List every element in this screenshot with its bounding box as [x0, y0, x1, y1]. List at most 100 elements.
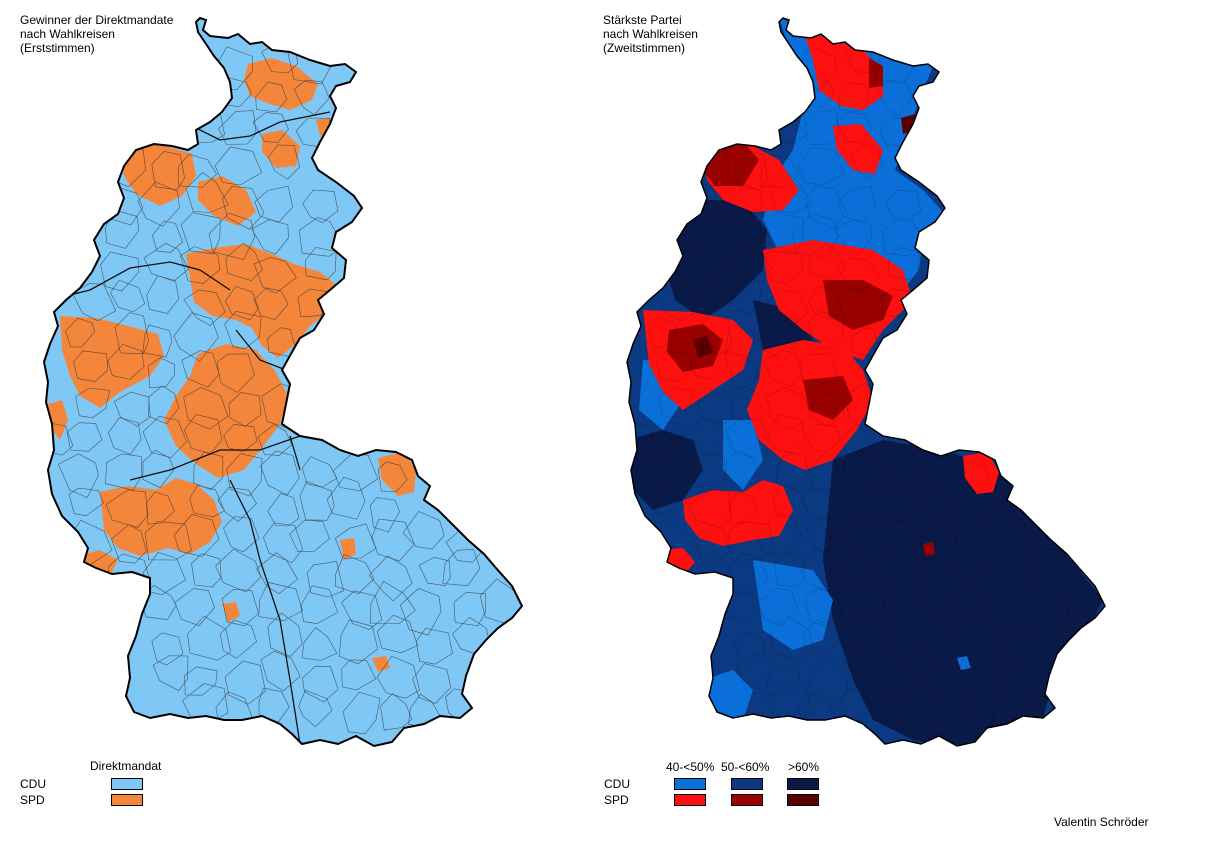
constituency-border	[656, 350, 691, 382]
left-map-spd-region	[372, 656, 390, 672]
constituency-border	[267, 493, 300, 527]
constituency-border	[799, 353, 838, 393]
right-map-region	[833, 124, 883, 174]
constituency-border	[727, 521, 775, 561]
constituency-border	[983, 588, 1025, 636]
constituency-border	[1025, 549, 1064, 586]
right-map-region	[683, 480, 793, 546]
constituency-border	[260, 450, 300, 496]
constituency-border	[697, 391, 734, 427]
constituency-border	[267, 612, 303, 657]
left-map-spd-region	[186, 244, 338, 358]
constituency-border	[253, 287, 289, 321]
constituency-border	[954, 518, 998, 562]
left-legend-cdu-label: CDU	[20, 777, 46, 791]
constituency-border	[105, 209, 140, 249]
constituency-border	[960, 614, 1001, 654]
right-map-region	[773, 180, 929, 250]
right-legend-spd-60-swatch	[787, 794, 819, 806]
right-legend-spd-label: SPD	[604, 793, 629, 807]
constituency-border	[105, 489, 149, 528]
constituency-border	[73, 350, 108, 382]
constituency-border	[183, 289, 226, 326]
constituency-border	[442, 548, 481, 587]
constituency-border	[768, 172, 812, 213]
constituency-border	[326, 476, 366, 520]
constituency-border	[189, 484, 225, 518]
right-legend-cdu-label: CDU	[604, 777, 630, 791]
constituency-border	[302, 189, 339, 224]
constituency-border	[725, 449, 758, 488]
constituency-border	[418, 557, 451, 587]
constituency-border	[142, 552, 186, 596]
constituency-border	[797, 146, 845, 186]
constituency-border	[180, 212, 221, 255]
constituency-border	[208, 212, 256, 260]
constituency-border	[688, 453, 726, 491]
constituency-border	[882, 217, 927, 257]
left-legend-header: Direktmandat	[90, 759, 162, 773]
constituency-border	[183, 387, 229, 430]
state-border	[129, 435, 301, 481]
constituency-border	[110, 279, 146, 313]
constituency-border	[180, 246, 221, 284]
constituency-border	[837, 185, 876, 223]
constituency-border	[224, 660, 266, 705]
constituency-border	[725, 324, 756, 358]
constituency-border	[839, 552, 881, 594]
constituency-border	[299, 481, 335, 521]
constituency-border	[884, 627, 921, 661]
constituency-border	[148, 357, 175, 388]
right-map-region	[753, 560, 833, 650]
constituency-border	[688, 489, 732, 528]
constituency-border	[729, 275, 763, 314]
constituency-border	[453, 592, 486, 627]
state-border	[289, 435, 301, 471]
constituency-border	[918, 523, 960, 559]
right-map-region	[823, 280, 893, 330]
right-map-title: Stärkste Partei nach Wahlkreisen (Zweits…	[603, 13, 698, 55]
state-border	[49, 261, 231, 301]
constituency-border	[729, 491, 758, 525]
left-map-title-line-1: Gewinner der Direktmandate	[20, 13, 174, 27]
constituency-border	[688, 209, 723, 249]
constituency-border	[651, 487, 687, 516]
constituency-border	[804, 589, 842, 627]
left-legend-cdu-swatch	[111, 778, 143, 790]
constituency-border	[258, 582, 303, 621]
right-map-region	[803, 376, 853, 420]
constituency-border	[187, 615, 232, 661]
constituency-border	[191, 553, 222, 588]
right-map-region	[923, 542, 935, 556]
constituency-border	[963, 693, 996, 731]
constituency-border	[720, 181, 763, 227]
constituency-border	[218, 110, 257, 145]
constituency-border	[371, 518, 415, 562]
constituency-border	[256, 552, 298, 594]
constituency-border	[697, 312, 732, 355]
constituency-border	[735, 220, 766, 253]
constituency-border	[68, 487, 104, 517]
constituency-border	[289, 519, 330, 552]
left-map-spd-region	[100, 478, 222, 556]
constituency-border	[224, 310, 262, 350]
constituency-border	[174, 588, 215, 626]
constituency-border	[882, 481, 918, 521]
constituency-border	[757, 514, 803, 557]
constituency-border	[735, 655, 772, 691]
constituency-border	[1001, 557, 1034, 586]
constituency-border	[142, 415, 187, 458]
constituency-border	[953, 497, 983, 533]
constituency-border	[801, 110, 840, 145]
constituency-border	[851, 144, 883, 180]
left-map-spd-region	[222, 602, 240, 622]
constituency-border	[924, 590, 966, 630]
constituency-border	[726, 243, 772, 282]
constituency-border	[731, 357, 758, 388]
constituency-border	[953, 581, 999, 624]
constituency-border	[223, 516, 260, 553]
constituency-border	[299, 217, 344, 257]
constituency-border	[924, 659, 960, 691]
constituency-border	[108, 417, 142, 455]
constituency-border	[142, 324, 173, 358]
